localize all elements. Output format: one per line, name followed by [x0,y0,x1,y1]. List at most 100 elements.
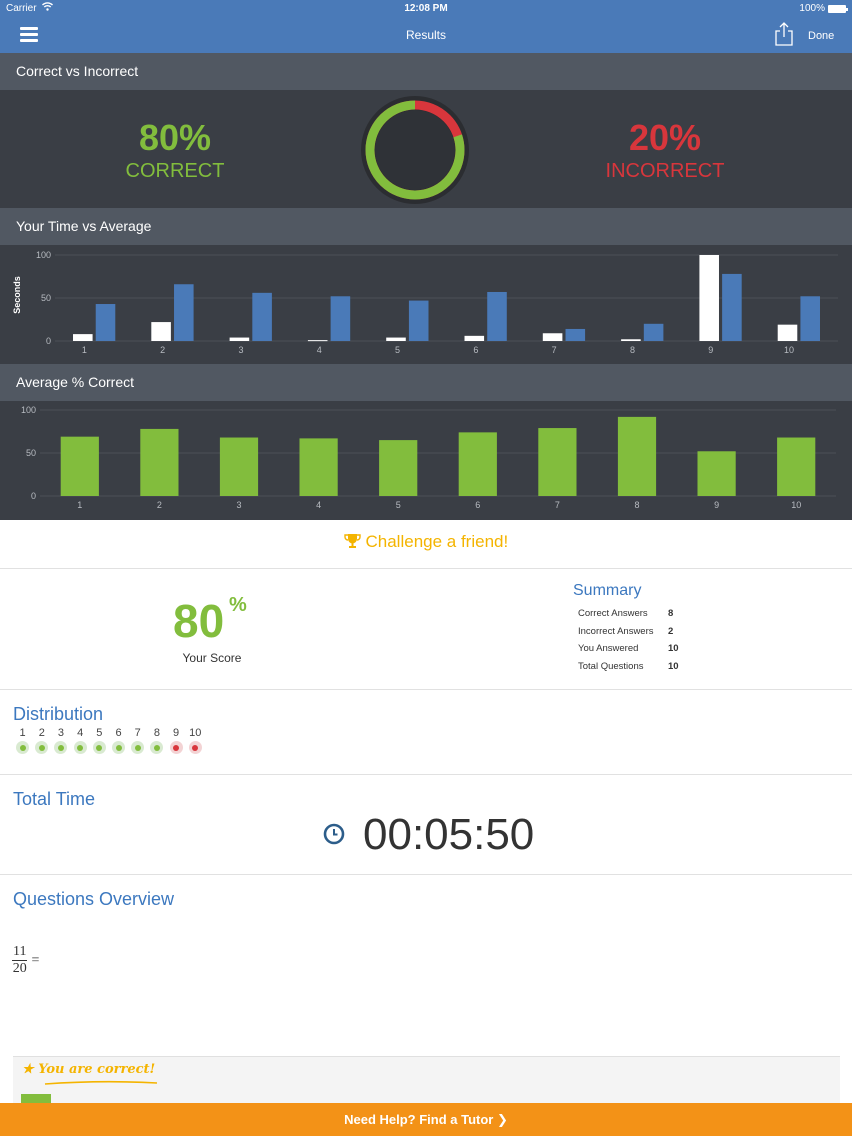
summary-table: Correct Answers 8 Incorrect Answers 2 You … [578,605,688,675]
status-bar: Carrier 12:08 PM 100% [0,0,852,18]
bar [73,334,93,341]
distribution-item: 1 [13,727,32,754]
correct-dot [150,741,164,754]
x-tick-label: 5 [395,345,400,355]
share-icon[interactable] [774,22,794,46]
summary-value: 8 [668,608,674,620]
bar [95,304,116,341]
average-correct-chart: 0 50 100 1 2 3 4 5 6 7 8 9 10 [21,405,836,510]
fraction-denominator: 20 [12,961,27,976]
challenge-friend-link[interactable]: Challenge a friend! [0,532,852,552]
bar [621,339,641,341]
distribution-item: 3 [51,727,70,754]
x-tick-label: 1 [77,500,82,510]
total-time-value: 00:05:50 [363,810,535,859]
y-axis-label: Seconds [12,276,22,314]
summary-key: Incorrect Answers [578,625,654,637]
bar [229,337,250,341]
summary-row: Correct Answers 8 [578,605,688,623]
correct-dot [54,741,68,754]
distribution-item: 5 [90,727,109,754]
correct-ring-chart [361,96,469,204]
divider [0,874,852,875]
correct-dot [16,741,30,754]
distribution-item: 8 [147,727,166,754]
x-tick-label: 5 [396,500,401,510]
score-label: Your Score [182,651,242,665]
correct-dot [92,741,106,754]
bar [174,284,194,341]
x-tick-label: 8 [634,500,639,510]
summary-key: Correct Answers [578,608,648,620]
carrier-label: Carrier [6,3,37,14]
distribution-number: 5 [96,727,103,739]
questions-overview-title: Questions Overview [13,889,175,909]
bar [617,416,657,496]
results-dark-panel: Correct vs Incorrect 80% CORRECT 20% INC… [0,53,852,520]
page-title: Results [405,28,446,42]
equals-sign: = [31,952,40,968]
y-tick-label: 0 [46,336,51,346]
summary-value: 10 [668,660,679,672]
bar [140,428,179,496]
fraction: 11 20 [12,944,28,977]
bar [538,428,577,496]
y-tick-label: 50 [26,448,36,458]
summary-row: Incorrect Answers 2 [578,623,688,641]
y-tick-label: 0 [31,491,36,501]
distribution-number: 7 [134,727,141,739]
bar [60,436,99,496]
correct-label: CORRECT [125,160,225,182]
distribution-list: 1 2 3 4 5 6 7 8 9 10 [13,727,205,754]
clock-icon [323,823,345,845]
bar [542,333,563,341]
summary-value: 2 [668,625,674,637]
score-unit: % [229,594,247,616]
distribution-number: 2 [38,727,45,739]
bar [408,300,429,341]
bar [386,337,406,341]
distribution-number: 6 [115,727,122,739]
bar [219,437,259,496]
y-tick-label: 50 [41,293,51,303]
x-tick-label: 1 [82,345,87,355]
correct-dot [73,741,87,754]
x-tick-label: 2 [157,500,162,510]
section-header-correct-vs-incorrect: Correct vs Incorrect [0,53,852,90]
distribution-number: 3 [57,727,65,739]
menu-icon[interactable] [20,27,38,42]
x-tick-label: 10 [791,500,801,510]
summary-row: You Answered 10 [578,640,688,658]
summary-key: You Answered [578,643,639,655]
wifi-icon [42,2,53,14]
x-tick-label: 6 [475,500,480,510]
distribution-number: 9 [173,727,180,739]
fraction-numerator: 11 [12,944,28,961]
feedback-underline [44,1080,158,1085]
summary-title: Summary [573,582,642,599]
distribution-number: 1 [19,727,26,739]
x-tick-label: 7 [552,345,557,355]
correct-ring-arc [365,100,465,200]
bar [252,292,272,341]
x-tick-label: 7 [555,500,560,510]
done-button[interactable]: Done [808,30,835,42]
correct-dot [112,741,126,754]
x-tick-label: 9 [714,500,719,510]
distribution-item: 2 [32,727,51,754]
distribution-title: Distribution [13,704,104,724]
distribution-number: 4 [77,727,84,739]
bar [151,322,171,341]
find-tutor-button[interactable]: Need Help? Find a Tutor ❯ [0,1103,852,1136]
x-tick-label: 6 [473,345,478,355]
total-time-title: Total Time [13,789,96,809]
x-tick-label: 2 [160,345,165,355]
summary-row: Total Questions 10 [578,658,688,676]
distribution-item: 9 [167,727,186,754]
bar [697,451,736,496]
distribution-number: 10 [189,727,202,739]
x-tick-label: 10 [784,345,794,355]
bar [299,438,338,496]
question-expression: 11 20 = [12,944,39,977]
divider [0,774,852,775]
